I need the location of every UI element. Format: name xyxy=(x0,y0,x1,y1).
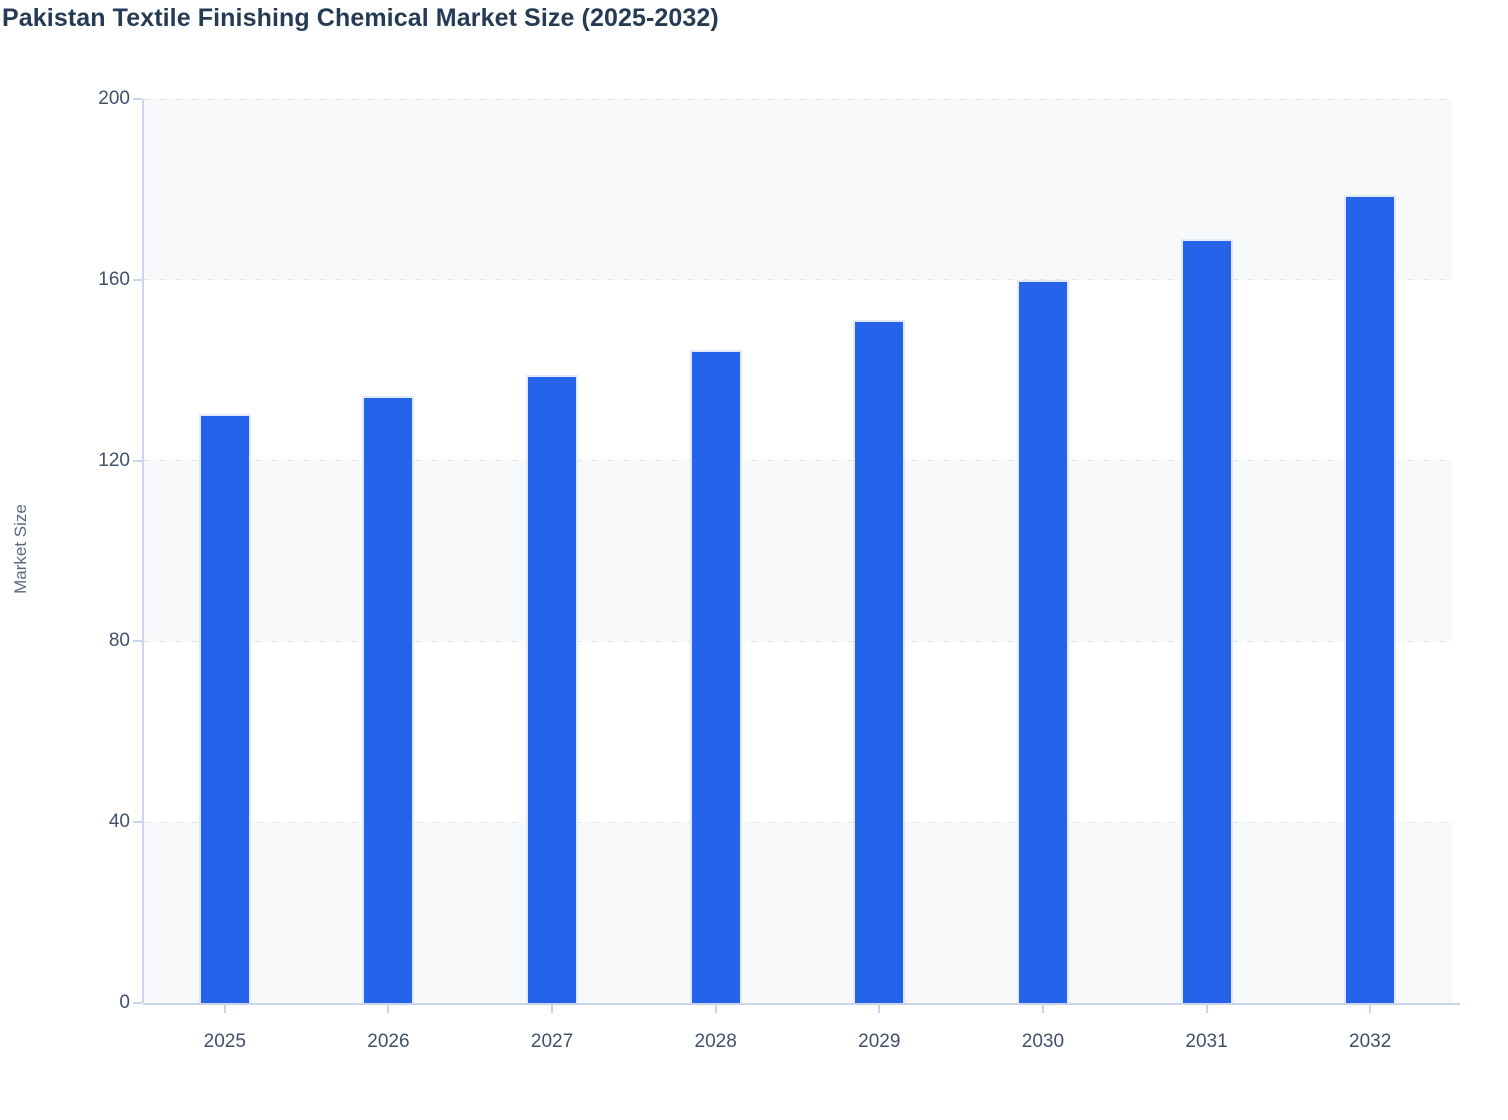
y-tick-label: 200 xyxy=(98,88,130,109)
y-tick xyxy=(133,1002,142,1004)
x-axis-line xyxy=(143,1003,1460,1005)
plot-area xyxy=(143,98,1452,1003)
bar[interactable] xyxy=(689,350,742,1003)
y-tick-label: 160 xyxy=(98,268,130,290)
x-tick xyxy=(714,1005,717,1013)
x-tick xyxy=(223,1005,226,1013)
y-tick-label: 40 xyxy=(108,811,130,833)
x-tick-label: 2026 xyxy=(367,1031,410,1052)
bar[interactable] xyxy=(1180,239,1233,1003)
x-tick xyxy=(1205,1005,1208,1013)
grid-line xyxy=(143,640,1452,642)
y-tick xyxy=(133,640,142,643)
x-tick-label: 2030 xyxy=(1021,1031,1065,1052)
grid-line xyxy=(143,821,1452,823)
chart-title: Pakistan Textile Finishing Chemical Mark… xyxy=(2,4,719,32)
y-tick xyxy=(133,459,142,462)
y-axis-title: Market Size xyxy=(11,504,30,594)
grid-line xyxy=(143,279,1452,281)
x-tick-label: 2028 xyxy=(694,1031,737,1052)
x-tick-label: 2029 xyxy=(858,1031,901,1052)
x-tick xyxy=(1041,1005,1044,1013)
x-tick-label: 2027 xyxy=(530,1031,574,1052)
y-tick xyxy=(133,98,142,100)
grid-line xyxy=(143,460,1452,462)
row-stripe xyxy=(143,641,1452,823)
y-tick xyxy=(133,821,142,824)
x-tick-label: 2031 xyxy=(1185,1031,1228,1052)
bar[interactable] xyxy=(853,319,906,1003)
x-tick-label: 2032 xyxy=(1349,1031,1392,1052)
row-stripe xyxy=(143,279,1452,461)
y-tick xyxy=(133,278,142,281)
x-tick xyxy=(878,1005,881,1013)
bar[interactable] xyxy=(362,395,415,1003)
row-stripe xyxy=(143,460,1452,642)
row-stripe xyxy=(143,822,1452,1003)
x-tick xyxy=(1369,1005,1372,1013)
x-tick xyxy=(551,1005,554,1013)
y-tick-label: 0 xyxy=(119,992,130,1013)
x-tick xyxy=(387,1005,390,1013)
bar[interactable] xyxy=(526,375,579,1003)
x-tick-label: 2025 xyxy=(203,1031,246,1052)
y-tick-label: 80 xyxy=(108,630,130,652)
row-stripe xyxy=(143,99,1452,280)
grid-line xyxy=(143,98,1452,100)
bar[interactable] xyxy=(1016,280,1069,1003)
y-axis-line xyxy=(142,99,144,1003)
y-tick-label: 120 xyxy=(98,449,130,471)
bar[interactable] xyxy=(198,413,251,1003)
bar[interactable] xyxy=(1344,194,1397,1003)
